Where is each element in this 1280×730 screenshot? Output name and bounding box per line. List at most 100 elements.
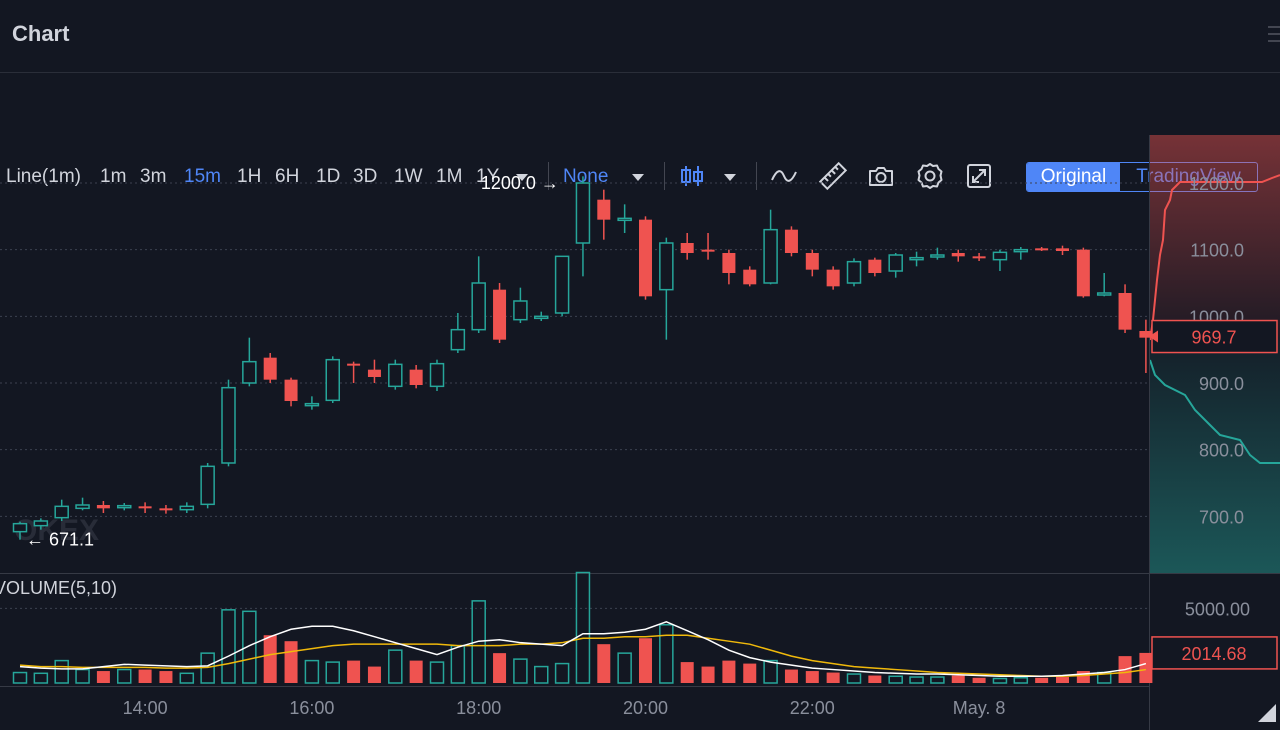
indicator-chevron-down-icon[interactable]: [632, 174, 644, 181]
volume-bar-down: [951, 675, 965, 683]
volume-bar-up: [54, 659, 69, 684]
volume-bar-down: [680, 662, 694, 683]
candle-body-up: [930, 254, 945, 258]
volume-bar-up: [846, 673, 862, 684]
toolbar-divider: [548, 162, 549, 190]
candle-body-up: [763, 228, 778, 284]
depth-ask-line: [1149, 174, 1280, 341]
timeframe-dropdown-chevron-down-icon[interactable]: [516, 174, 528, 181]
depth-bid-area: [1149, 336, 1280, 573]
volume-bar-up: [534, 665, 549, 684]
volume-ma-lines: [19, 620, 1147, 678]
candle-body-down: [1139, 331, 1153, 338]
volume-bars: [12, 571, 1153, 684]
volume-bar-down: [972, 677, 986, 683]
volume-bar-up: [388, 649, 403, 684]
volume-bar-up: [930, 676, 945, 684]
volume-bar-down: [639, 638, 652, 683]
fullscreen-icon[interactable]: [964, 161, 994, 191]
indicator-select[interactable]: None: [563, 166, 609, 187]
ruler-icon[interactable]: [818, 161, 848, 191]
time-tick-label: 14:00: [123, 698, 168, 718]
candle-body-down: [680, 243, 694, 253]
camera-icon[interactable]: [866, 161, 896, 191]
candle-body-down: [639, 219, 652, 297]
depth-chart: [1149, 135, 1280, 573]
candle-body-up: [992, 251, 1008, 261]
candle-body-up: [12, 522, 28, 533]
timeframe-1h[interactable]: 1H: [237, 166, 262, 187]
depth-bid-line: [1149, 359, 1280, 464]
timeframe-6h[interactable]: 6H: [275, 166, 300, 187]
candle-body-down: [1076, 249, 1090, 297]
candle-body-up: [513, 300, 528, 321]
timeframe-1M[interactable]: 1M: [436, 166, 463, 187]
volume-bar-up: [33, 672, 49, 684]
candle-body-down: [159, 508, 173, 511]
candle-body-up: [1096, 292, 1112, 296]
volume-bar-down: [722, 660, 736, 683]
toolbar-divider: [664, 162, 665, 190]
volume-bar-down: [1076, 671, 1090, 683]
volume-bar-up: [179, 672, 195, 684]
timeframe-1y[interactable]: 1Y: [476, 166, 500, 187]
candle-body-up: [242, 360, 257, 384]
volume-bar-up: [471, 600, 486, 684]
price-tick-label: 1200.0: [1189, 174, 1244, 194]
candle-body-up: [304, 402, 320, 407]
timeframe-line-1m[interactable]: Line(1m): [6, 166, 81, 187]
volume-bar-up: [513, 658, 528, 684]
price-chart[interactable]: 700.0800.0900.01000.01100.01200.05000.00…: [0, 135, 1280, 730]
volume-bar-up: [763, 659, 778, 684]
timeframe-15m[interactable]: 15m: [184, 166, 221, 187]
view-original-button[interactable]: Original: [1027, 163, 1120, 191]
volume-bar-down: [826, 672, 840, 683]
candle-body-down: [722, 253, 736, 273]
candle-body-up: [846, 260, 862, 284]
volume-bar-up: [909, 676, 924, 684]
candle-body-down: [597, 199, 611, 220]
candle-body-up: [325, 358, 340, 402]
volume-bar-up: [617, 652, 632, 684]
timeframe-1d[interactable]: 1D: [316, 166, 341, 187]
candle-body-down: [409, 369, 423, 385]
candle-body-up: [888, 254, 903, 272]
candle-body-up: [75, 504, 90, 510]
time-tick-label: 22:00: [790, 698, 835, 718]
volume-bar-down: [597, 644, 611, 683]
price-tick-label: 700.0: [1199, 507, 1244, 527]
gear-icon[interactable]: [915, 161, 945, 191]
volume-bar-up: [554, 662, 570, 684]
menu-icon[interactable]: [1268, 26, 1280, 46]
timeframe-1w[interactable]: 1W: [394, 166, 423, 187]
high-price-label: 1200.0 →: [481, 173, 559, 193]
candle-body-up: [471, 282, 486, 331]
candle-body-down: [263, 357, 277, 380]
chart-type-chevron-down-icon[interactable]: [724, 174, 736, 181]
candles: [12, 176, 1153, 540]
timeframe-3m[interactable]: 3m: [140, 166, 167, 187]
volume-bar-down: [284, 641, 298, 683]
volume-bar-up: [242, 610, 257, 684]
time-tick-label: 20:00: [623, 698, 668, 718]
candle-body-up: [221, 386, 236, 464]
volume-bar-down: [159, 671, 173, 683]
volume-bar-down: [138, 669, 152, 683]
candle-body-up: [33, 520, 49, 527]
candle-body-down: [347, 363, 361, 366]
price-tick-label: 1100.0: [1190, 241, 1244, 261]
line-study-icon[interactable]: [769, 161, 799, 191]
candle-body-up: [909, 256, 924, 261]
candle-body-down: [96, 505, 110, 509]
candlestick-icon[interactable]: [677, 161, 707, 191]
time-tick-label: May. 8: [953, 698, 1006, 718]
candle-body-down: [493, 289, 507, 340]
timeframe-3d[interactable]: 3D: [353, 166, 378, 187]
candle-body-down: [1118, 293, 1132, 330]
candle-body-down: [743, 269, 757, 285]
candle-body-up: [117, 504, 132, 509]
timeframe-1m[interactable]: 1m: [100, 166, 127, 187]
last-volume-value: 2014.68: [1181, 644, 1246, 664]
volume-indicator-label: VOLUME(5,10): [0, 578, 117, 598]
candle-body-down: [951, 253, 965, 257]
